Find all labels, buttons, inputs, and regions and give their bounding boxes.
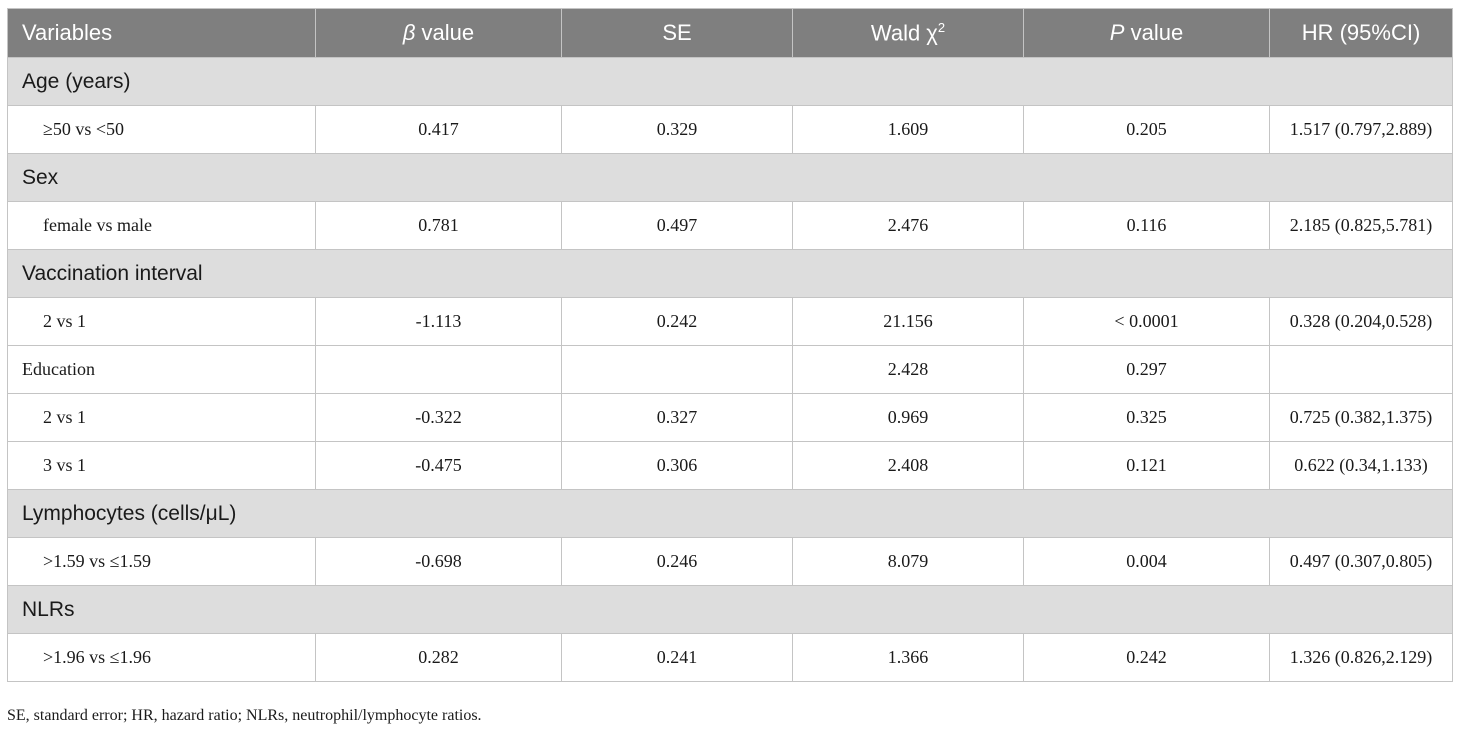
cell-variable: female vs male xyxy=(7,201,316,250)
section-row: Sex xyxy=(7,153,1453,202)
cell-hr-95ci: 0.328 (0.204,0.528) xyxy=(1269,297,1453,346)
cell-beta-value: 0.417 xyxy=(315,105,562,154)
table-row: 2 vs 1 -0.322 0.327 0.969 0.325 0.725 (0.382,… xyxy=(7,393,1453,442)
cell-p-value: 0.116 xyxy=(1023,201,1270,250)
cell-variable: Education xyxy=(7,345,316,394)
cell-hr-95ci xyxy=(1269,345,1453,394)
cell-variable: 2 vs 1 xyxy=(7,393,316,442)
header-p-value: P value xyxy=(1023,8,1270,58)
cell-wald-chi2: 8.079 xyxy=(792,537,1024,586)
table-row: 2 vs 1 -1.113 0.242 21.156 < 0.0001 0.328 (0.… xyxy=(7,297,1453,346)
cell-hr-95ci: 0.497 (0.307,0.805) xyxy=(1269,537,1453,586)
cell-se: 0.306 xyxy=(561,441,793,490)
cell-beta-value xyxy=(315,345,562,394)
table-row: Education 2.428 0.297 xyxy=(7,345,1453,394)
cell-hr-95ci: 0.725 (0.382,1.375) xyxy=(1269,393,1453,442)
cell-p-value: 0.121 xyxy=(1023,441,1270,490)
cell-beta-value: -0.475 xyxy=(315,441,562,490)
cell-wald-chi2: 21.156 xyxy=(792,297,1024,346)
table-body: Age (years) ≥50 vs <50 0.417 0.329 1.609 0.20… xyxy=(7,57,1453,682)
cell-hr-95ci: 1.326 (0.826,2.129) xyxy=(1269,633,1453,682)
cell-hr-95ci: 1.517 (0.797,2.889) xyxy=(1269,105,1453,154)
table-row: 3 vs 1 -0.475 0.306 2.408 0.121 0.622 (0.34,1… xyxy=(7,441,1453,490)
section-label: Vaccination interval xyxy=(7,249,1453,298)
header-hr-95ci: HR (95%CI) xyxy=(1269,8,1453,58)
cell-variable: 2 vs 1 xyxy=(7,297,316,346)
header-se: SE xyxy=(561,8,793,58)
table-footnote: SE, standard error; HR, hazard ratio; NL… xyxy=(7,707,482,724)
cell-se: 0.241 xyxy=(561,633,793,682)
table-row: ≥50 vs <50 0.417 0.329 1.609 0.205 1.517 (0.7… xyxy=(7,105,1453,154)
cell-p-value: 0.205 xyxy=(1023,105,1270,154)
cell-variable: ≥50 vs <50 xyxy=(7,105,316,154)
cell-wald-chi2: 1.609 xyxy=(792,105,1024,154)
cell-wald-chi2: 2.408 xyxy=(792,441,1024,490)
header-wald-chi2: Wald χ2 xyxy=(792,8,1024,58)
table-row: >1.96 vs ≤1.96 0.282 0.241 1.366 0.242 1.326 … xyxy=(7,633,1453,682)
cell-variable: >1.96 vs ≤1.96 xyxy=(7,633,316,682)
cell-beta-value: -0.698 xyxy=(315,537,562,586)
cell-p-value: 0.325 xyxy=(1023,393,1270,442)
table-container: Variables β value SE Wald χ2 P value HR … xyxy=(7,8,1453,682)
cell-beta-value: 0.282 xyxy=(315,633,562,682)
header-variables: Variables xyxy=(7,8,316,58)
cell-variable: >1.59 vs ≤1.59 xyxy=(7,537,316,586)
table-header-row: Variables β value SE Wald χ2 P value HR … xyxy=(7,8,1453,58)
cell-p-value: 0.297 xyxy=(1023,345,1270,394)
cell-p-value: < 0.0001 xyxy=(1023,297,1270,346)
section-label: Sex xyxy=(7,153,1453,202)
cell-se: 0.327 xyxy=(561,393,793,442)
cell-beta-value: -1.113 xyxy=(315,297,562,346)
cell-se: 0.242 xyxy=(561,297,793,346)
cell-variable: 3 vs 1 xyxy=(7,441,316,490)
section-row: Lymphocytes (cells/μL) xyxy=(7,489,1453,538)
cell-se xyxy=(561,345,793,394)
section-label: Lymphocytes (cells/μL) xyxy=(7,489,1453,538)
section-row: Vaccination interval xyxy=(7,249,1453,298)
section-label: Age (years) xyxy=(7,57,1453,106)
section-label: NLRs xyxy=(7,585,1453,634)
header-beta-value: β value xyxy=(315,8,562,58)
cell-wald-chi2: 2.476 xyxy=(792,201,1024,250)
cell-se: 0.246 xyxy=(561,537,793,586)
cell-p-value: 0.004 xyxy=(1023,537,1270,586)
table-row: >1.59 vs ≤1.59 -0.698 0.246 8.079 0.004 0.497… xyxy=(7,537,1453,586)
section-row: Age (years) xyxy=(7,57,1453,106)
cell-wald-chi2: 2.428 xyxy=(792,345,1024,394)
table-row: female vs male 0.781 0.497 2.476 0.116 2.185 … xyxy=(7,201,1453,250)
cell-wald-chi2: 1.366 xyxy=(792,633,1024,682)
cell-hr-95ci: 0.622 (0.34,1.133) xyxy=(1269,441,1453,490)
cell-se: 0.497 xyxy=(561,201,793,250)
section-row: NLRs xyxy=(7,585,1453,634)
cell-beta-value: 0.781 xyxy=(315,201,562,250)
cell-wald-chi2: 0.969 xyxy=(792,393,1024,442)
cox-regression-table: Variables β value SE Wald χ2 P value HR … xyxy=(7,8,1453,682)
cell-p-value: 0.242 xyxy=(1023,633,1270,682)
cell-se: 0.329 xyxy=(561,105,793,154)
cell-hr-95ci: 2.185 (0.825,5.781) xyxy=(1269,201,1453,250)
cell-beta-value: -0.322 xyxy=(315,393,562,442)
